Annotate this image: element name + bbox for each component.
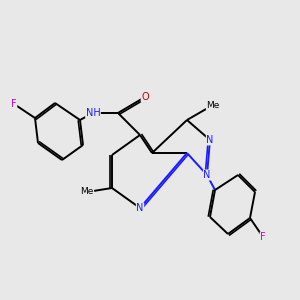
Text: O: O bbox=[141, 92, 149, 102]
Text: F: F bbox=[260, 232, 266, 242]
Text: N: N bbox=[136, 203, 144, 213]
Text: N: N bbox=[203, 170, 211, 180]
Text: N: N bbox=[206, 135, 214, 145]
Text: F: F bbox=[11, 99, 17, 109]
Text: NH: NH bbox=[85, 108, 100, 118]
Text: Me: Me bbox=[80, 188, 94, 196]
Text: Me: Me bbox=[206, 100, 220, 109]
